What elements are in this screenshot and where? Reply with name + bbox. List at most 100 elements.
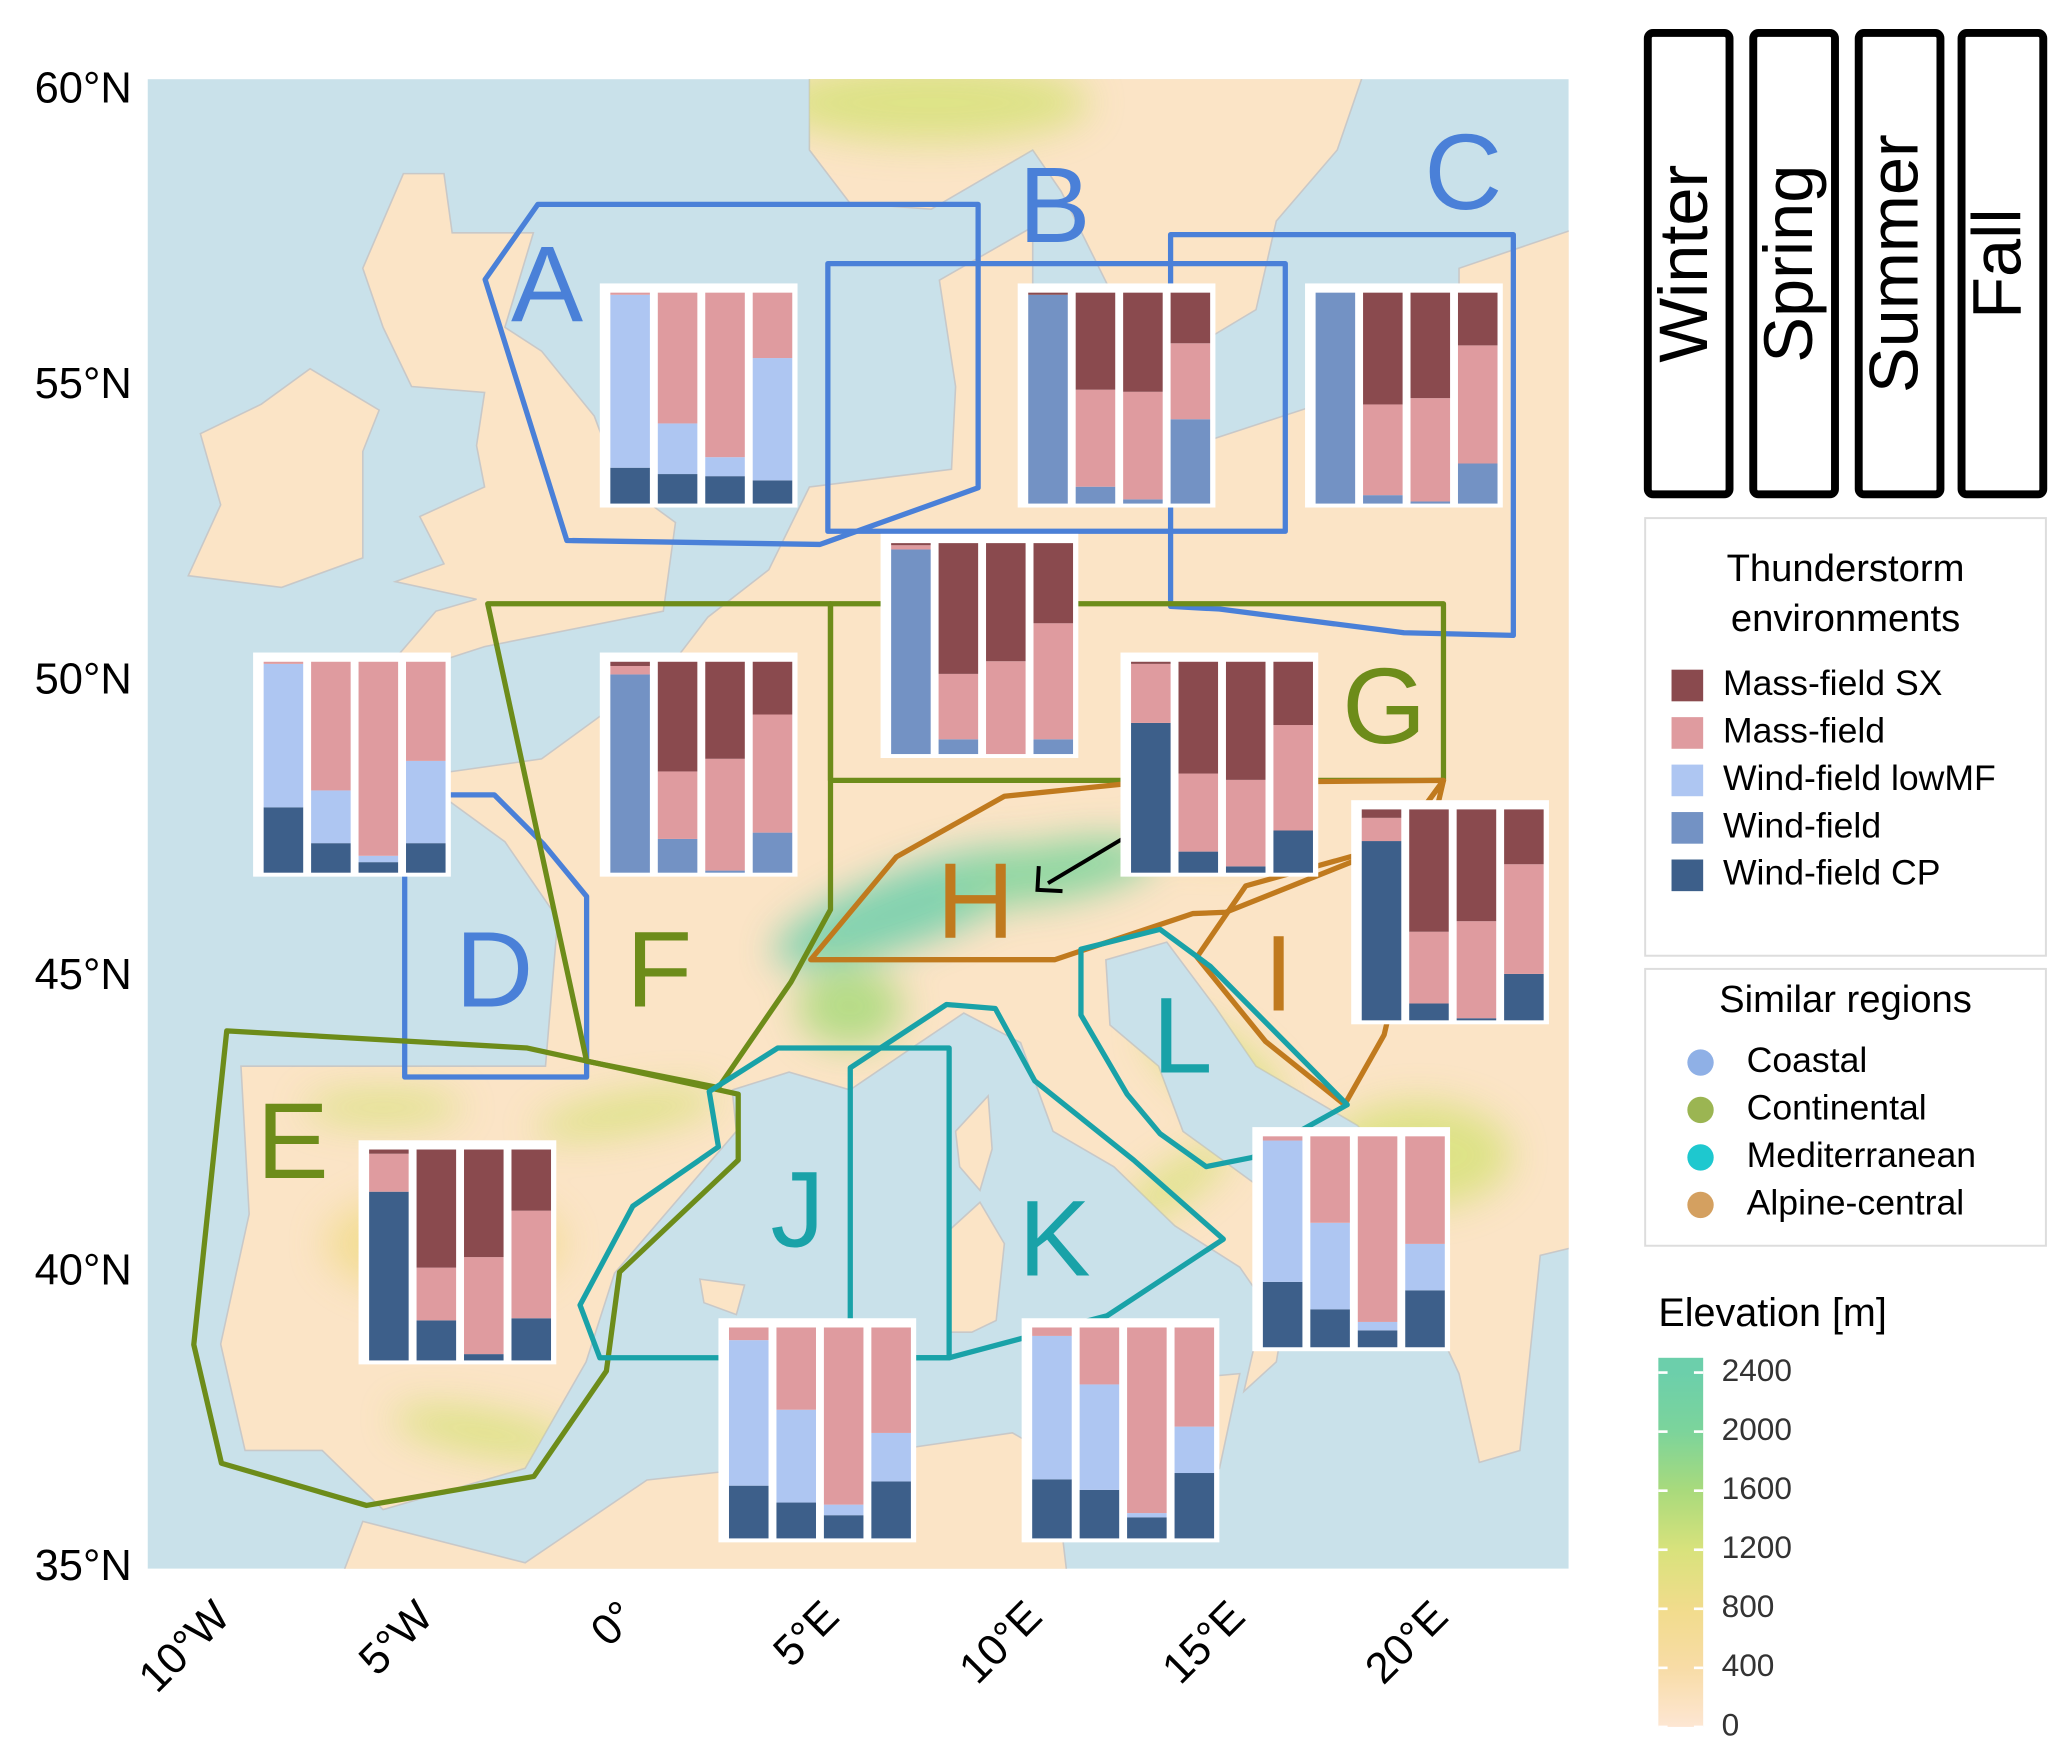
bar-segment xyxy=(1225,779,1266,867)
bar-segment xyxy=(1178,661,1219,774)
region-label: H xyxy=(936,840,1014,961)
bar-segment xyxy=(1032,1335,1072,1480)
bar-segment xyxy=(1131,722,1171,873)
bar-segment xyxy=(871,1432,911,1482)
bar-segment xyxy=(938,673,979,740)
legend-title: Thunderstorm xyxy=(1727,547,1965,590)
region-outline xyxy=(825,261,1288,534)
bar-segment xyxy=(705,661,745,759)
season-box xyxy=(1854,29,1945,499)
bar-segment xyxy=(511,1149,552,1211)
bar-segment xyxy=(406,843,446,873)
bar-segment xyxy=(1409,1003,1449,1021)
bar-segment xyxy=(705,476,745,504)
inset-chart xyxy=(1351,800,1549,1025)
bar-segment xyxy=(1131,663,1171,723)
bar-segment xyxy=(416,1149,457,1268)
colorbar-title: Elevation [m] xyxy=(1658,1291,1887,1335)
bar-segment xyxy=(464,1354,504,1361)
bar-segment xyxy=(823,1327,864,1505)
overlay: 60°N 55°N 50°N 45°N 40°N 35°N10°W 5°W 0° 5°E 10°E… xyxy=(35,64,1549,1702)
legend-swatch xyxy=(1671,717,1704,749)
bar-segment xyxy=(728,1327,769,1341)
bar-segment xyxy=(1079,1489,1120,1539)
lat-tick-label: 40°N xyxy=(35,1247,132,1295)
bar-segment xyxy=(1410,398,1451,502)
legend-label: Wind-field xyxy=(1723,805,1881,845)
bar-segment xyxy=(406,760,446,844)
lat-tick-label: 55°N xyxy=(35,360,132,408)
bar-segment xyxy=(1131,661,1171,664)
bar-segment xyxy=(776,1502,816,1539)
bar-segment xyxy=(1127,1517,1167,1539)
bar-segment xyxy=(1456,921,1497,1019)
colorbar-tick-label: 1200 xyxy=(1722,1529,1792,1565)
inset-chart xyxy=(1305,283,1503,508)
bar-segment xyxy=(1363,495,1403,504)
inset-chart xyxy=(718,1318,917,1543)
bar-segment xyxy=(1504,973,1544,1021)
bar-segment xyxy=(657,474,698,504)
bar-segment xyxy=(776,1409,816,1503)
bar-segment xyxy=(1363,292,1403,405)
bar-segment xyxy=(1225,661,1266,780)
inset-chart xyxy=(1017,283,1216,508)
bar-segment xyxy=(1033,543,1074,624)
lon-tick-label: 10°E xyxy=(950,1592,1051,1693)
inset-chart xyxy=(1120,652,1319,877)
bar-segment xyxy=(871,1327,911,1433)
bar-segment xyxy=(369,1149,409,1154)
bar-segment xyxy=(610,467,650,504)
land xyxy=(954,1093,993,1193)
bar-segment xyxy=(369,1153,409,1192)
lon-tick-label: 20°E xyxy=(1356,1592,1457,1693)
bar-segment xyxy=(1409,809,1449,932)
bar-segment xyxy=(705,292,745,458)
legend-dot xyxy=(1687,1049,1714,1076)
legend-title: Similar regions xyxy=(1719,978,1972,1021)
bar-segment xyxy=(1178,773,1219,852)
colorbar-tick-label: 1600 xyxy=(1722,1470,1792,1506)
bar-segment xyxy=(610,661,650,666)
bar-segment xyxy=(705,870,745,873)
bar-segment xyxy=(752,292,793,359)
legend-dot xyxy=(1687,1191,1714,1219)
relief-patch xyxy=(535,1089,718,1138)
bar-segment xyxy=(1361,809,1402,818)
season-box xyxy=(1643,29,1734,499)
bar-segment xyxy=(1361,817,1402,842)
bar-segment xyxy=(705,457,745,477)
bar-segment xyxy=(938,543,979,674)
bar-segment xyxy=(1409,931,1449,1004)
bar-segment xyxy=(986,543,1026,662)
bar-segment xyxy=(891,549,931,755)
legend-label: Coastal xyxy=(1747,1040,1868,1080)
bar-segment xyxy=(752,714,793,833)
bar-segment xyxy=(1028,294,1068,504)
bar-segment xyxy=(891,545,931,550)
legend-swatch xyxy=(1671,764,1704,797)
bar-segment xyxy=(1357,1321,1398,1331)
legend-title: environments xyxy=(1731,597,1960,640)
relief-patch xyxy=(773,79,1090,143)
bar-segment xyxy=(1079,1384,1120,1490)
bar-segment xyxy=(752,832,793,873)
legend-dot xyxy=(1687,1144,1714,1171)
bar-segment xyxy=(610,674,650,873)
bar-segment xyxy=(823,1515,864,1539)
inset-chart xyxy=(599,652,798,877)
region-label: L xyxy=(1152,975,1212,1096)
region-outline xyxy=(1078,926,1350,1170)
bar-segment xyxy=(1174,1426,1215,1474)
region-label: B xyxy=(1019,144,1091,265)
bar-segment xyxy=(406,661,446,761)
legend-label: Mass-field SX xyxy=(1723,663,1942,703)
region-label: F xyxy=(626,909,692,1030)
bar-segment xyxy=(1504,809,1544,865)
region-outline xyxy=(402,792,590,1080)
lon-tick-label: 10°W xyxy=(130,1592,239,1701)
bar-segment xyxy=(1174,1473,1215,1539)
colorbar-tick-label: 800 xyxy=(1722,1588,1775,1624)
bar-segment xyxy=(1225,866,1266,873)
bar-segment xyxy=(416,1320,457,1361)
